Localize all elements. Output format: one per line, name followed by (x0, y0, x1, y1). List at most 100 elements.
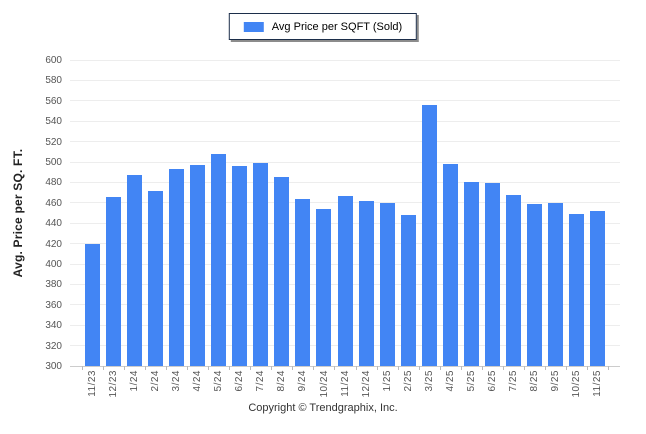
plot-area (70, 59, 620, 370)
y-tick-label-520: 520 (45, 136, 62, 148)
x-axis-tick (586, 366, 588, 370)
bar-10/24 (316, 208, 332, 366)
gridline-560 (70, 100, 620, 102)
x-label-slot: 6/25 (482, 370, 503, 391)
bar-2/24 (148, 190, 164, 366)
x-axis-label-11/24: 11/24 (339, 370, 351, 397)
x-axis-label-2/25: 2/25 (402, 370, 414, 392)
x-label-slot: 2/24 (145, 370, 166, 391)
x-axis-tick (313, 366, 315, 370)
x-label-slot: 11/25 (587, 370, 608, 397)
bar-1/25 (379, 202, 395, 366)
x-axis-tick (271, 366, 273, 370)
x-axis-label-10/25: 10/25 (571, 370, 583, 398)
legend-label: Avg Price per SQFT (Sold) (271, 20, 403, 33)
x-axis-tick (334, 366, 336, 370)
x-axis-label-4/25: 4/25 (444, 370, 456, 392)
x-axis-label-4/24: 4/24 (192, 370, 204, 392)
x-label-slot: 2/25 (398, 370, 419, 391)
x-axis-tick (292, 366, 294, 370)
x-axis-tick (187, 366, 189, 370)
bar-11/24 (337, 195, 353, 366)
bar-9/25 (547, 202, 563, 366)
copyright-text: Copyright © Trendgraphix, Inc. (248, 402, 398, 414)
bar-2/25 (400, 215, 416, 366)
x-axis-tick (166, 366, 168, 370)
bar-3/25 (421, 104, 437, 366)
x-axis-tick (376, 366, 378, 370)
y-tick-label-460: 460 (45, 197, 62, 209)
gridline-300 (70, 365, 620, 367)
x-axis-tick (418, 366, 420, 370)
x-axis-label-2/24: 2/24 (150, 370, 162, 392)
bar-8/24 (274, 177, 290, 366)
bar-11/25 (589, 210, 605, 366)
y-tick-label-500: 500 (45, 157, 62, 168)
x-axis-tick (439, 366, 441, 370)
x-axis-tick (502, 366, 504, 370)
y-tick-label-560: 560 (45, 95, 62, 107)
x-label-slot: 3/25 (419, 370, 440, 391)
x-axis-label-9/24: 9/24 (297, 370, 309, 392)
x-label-slot: 9/25 (545, 370, 566, 391)
y-tick-label-420: 420 (45, 238, 62, 250)
bar-12/24 (358, 200, 374, 366)
x-axis-label-3/24: 3/24 (171, 370, 183, 392)
x-label-slot: 4/25 (440, 370, 461, 391)
x-axis-label-12/24: 12/24 (360, 370, 372, 398)
x-axis-label-3/25: 3/25 (423, 370, 435, 392)
bar-8/25 (526, 203, 542, 366)
y-tick-label-540: 540 (45, 116, 62, 128)
x-axis-label-5/25: 5/25 (465, 370, 477, 392)
x-label-slot: 8/25 (524, 370, 545, 391)
x-axis-tick (397, 366, 399, 370)
x-axis-label-9/25: 9/25 (550, 370, 562, 392)
y-tick-label-400: 400 (45, 259, 62, 270)
bar-12/23 (106, 196, 122, 366)
x-axis-label-10/24: 10/24 (318, 370, 330, 398)
gridline-580 (70, 79, 620, 81)
x-axis-label-6/24: 6/24 (234, 370, 246, 392)
bar-4/24 (190, 165, 206, 366)
x-axis-tick (103, 366, 105, 370)
x-axis-tick (565, 366, 567, 370)
bar-5/25 (463, 182, 479, 366)
bar-9/24 (295, 198, 311, 366)
x-axis-tick (250, 366, 252, 370)
x-axis-label-6/25: 6/25 (486, 370, 498, 392)
x-label-slot: 8/24 (271, 370, 292, 391)
x-label-slot: 3/24 (166, 370, 187, 391)
x-label-slot: 5/24 (208, 370, 229, 391)
bars-container (82, 60, 608, 366)
x-label-slot: 7/25 (503, 370, 524, 391)
x-label-slot: 6/24 (229, 370, 250, 391)
y-tick-label-480: 480 (45, 177, 62, 189)
x-axis-label-7/25: 7/25 (507, 370, 519, 392)
x-label-slot: 12/23 (103, 370, 124, 398)
bar-7/24 (253, 163, 269, 366)
x-axis-label-8/24: 8/24 (276, 370, 288, 392)
x-axis-label-11/25: 11/25 (592, 370, 604, 397)
gridline-540 (70, 120, 620, 122)
x-axis-label-12/23: 12/23 (108, 370, 120, 398)
x-label-slot: 10/24 (314, 370, 335, 398)
x-axis-label-11/23: 11/23 (87, 370, 99, 397)
legend-box: Avg Price per SQFT (Sold) (228, 13, 418, 40)
y-tick-label-440: 440 (45, 218, 62, 230)
y-tick-label-300: 300 (45, 361, 62, 372)
bar-11/23 (85, 243, 101, 366)
x-axis-tick (460, 366, 462, 370)
x-axis-label-5/24: 5/24 (213, 370, 225, 392)
y-tick-label-320: 320 (45, 340, 62, 352)
x-axis-tick (208, 366, 210, 370)
x-axis-label-8/25: 8/25 (529, 370, 540, 392)
legend-swatch-icon (243, 21, 264, 32)
x-label-slot: 11/23 (82, 370, 103, 397)
x-label-slot: 11/24 (335, 370, 356, 397)
bar-1/24 (127, 175, 143, 366)
bar-4/25 (442, 164, 458, 366)
x-label-slot: 7/24 (250, 370, 271, 391)
x-label-slot: 10/25 (566, 370, 587, 398)
gridline-520 (70, 141, 620, 143)
